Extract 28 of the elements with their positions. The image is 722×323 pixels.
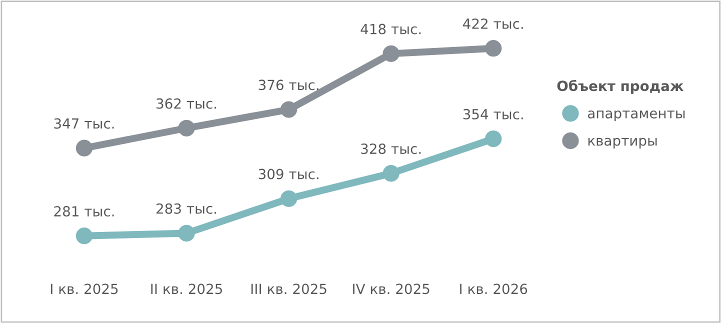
x-tick-label: II кв. 2025 (151, 284, 222, 294)
data-label: 347 тыс. (54, 118, 114, 129)
point (76, 228, 93, 244)
x-tick-label: I кв. 2026 (460, 284, 528, 294)
point (280, 101, 298, 118)
legend-title: Объект продаж (557, 80, 684, 94)
point (280, 190, 298, 207)
data-label: 283 тыс. (156, 203, 216, 214)
x-tick-label: IV кв. 2025 (353, 284, 430, 294)
point (178, 120, 195, 136)
point (485, 40, 502, 57)
data-label: 362 тыс. (156, 98, 216, 109)
x-tick-label: I кв. 2025 (50, 284, 118, 294)
data-label: 309 тыс. (258, 168, 318, 180)
legend-label: апартаменты (588, 110, 685, 122)
point (76, 140, 93, 156)
data-label: 418 тыс. (360, 24, 421, 34)
legend-label: квартиры (588, 138, 657, 148)
data-label: 281 тыс. (54, 206, 114, 217)
point (382, 45, 400, 62)
data-label: 328 тыс. (361, 144, 421, 154)
data-label: 422 тыс. (463, 18, 523, 29)
data-label: 376 тыс. (258, 80, 318, 90)
point (382, 165, 400, 182)
x-tick-label: III кв. 2025 (251, 284, 326, 294)
point (485, 130, 502, 148)
data-label: 354 тыс. (463, 108, 523, 120)
point (178, 224, 195, 242)
